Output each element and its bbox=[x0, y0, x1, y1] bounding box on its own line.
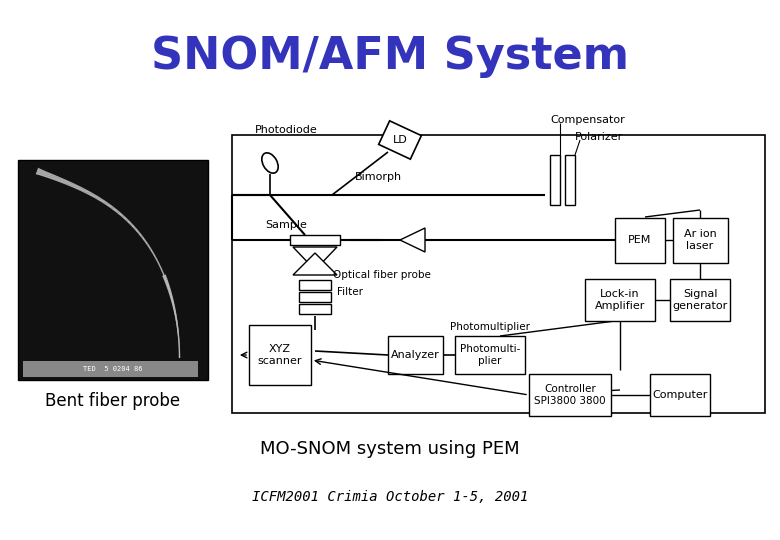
Bar bbox=[670, 279, 730, 321]
Bar bbox=[232, 135, 765, 413]
Polygon shape bbox=[400, 228, 425, 252]
Text: Lock-in
Amplifier: Lock-in Amplifier bbox=[595, 289, 645, 311]
Text: Photodiode: Photodiode bbox=[255, 125, 317, 135]
Text: Controller
SPI3800 3800: Controller SPI3800 3800 bbox=[534, 384, 606, 406]
Bar bbox=[290, 235, 340, 245]
Polygon shape bbox=[293, 247, 337, 270]
Bar bbox=[299, 304, 331, 314]
Bar bbox=[650, 374, 710, 416]
Bar bbox=[249, 325, 311, 385]
Text: SNOM/AFM System: SNOM/AFM System bbox=[151, 35, 629, 78]
Text: Optical fiber probe: Optical fiber probe bbox=[333, 270, 431, 280]
Text: Compensator: Compensator bbox=[550, 115, 625, 125]
Text: Photomulti-
plier: Photomulti- plier bbox=[460, 344, 520, 366]
Text: Sample: Sample bbox=[265, 220, 307, 230]
Text: ICFM2001 Crimia October 1-5, 2001: ICFM2001 Crimia October 1-5, 2001 bbox=[252, 490, 528, 504]
Bar bbox=[299, 280, 331, 290]
Text: Bimorph: Bimorph bbox=[355, 172, 402, 182]
Text: Computer: Computer bbox=[652, 390, 707, 400]
Text: PEM: PEM bbox=[629, 235, 651, 245]
Bar bbox=[18, 160, 208, 380]
Text: Ar ion
laser: Ar ion laser bbox=[683, 229, 716, 251]
Text: MO-SNOM system using PEM: MO-SNOM system using PEM bbox=[261, 440, 519, 458]
Bar bbox=[550, 155, 560, 205]
Bar bbox=[672, 218, 728, 262]
Text: Analyzer: Analyzer bbox=[391, 350, 439, 360]
Bar bbox=[585, 279, 655, 321]
Bar bbox=[388, 336, 442, 374]
Text: LD: LD bbox=[392, 135, 407, 145]
Bar bbox=[455, 336, 525, 374]
Bar bbox=[615, 218, 665, 262]
Bar bbox=[529, 374, 611, 416]
Text: Polarizer: Polarizer bbox=[575, 132, 623, 142]
Text: XYZ
scanner: XYZ scanner bbox=[257, 344, 303, 366]
Bar bbox=[23, 361, 198, 377]
Polygon shape bbox=[378, 121, 421, 159]
Text: TED  5 0204 86: TED 5 0204 86 bbox=[83, 366, 143, 372]
Ellipse shape bbox=[262, 153, 278, 173]
Text: Photomultiplier: Photomultiplier bbox=[450, 322, 530, 332]
Text: Bent fiber probe: Bent fiber probe bbox=[45, 392, 180, 410]
Polygon shape bbox=[293, 253, 337, 275]
Bar bbox=[299, 292, 331, 302]
Text: Signal
generator: Signal generator bbox=[672, 289, 728, 311]
Text: Filter: Filter bbox=[337, 287, 363, 297]
Bar bbox=[565, 155, 575, 205]
